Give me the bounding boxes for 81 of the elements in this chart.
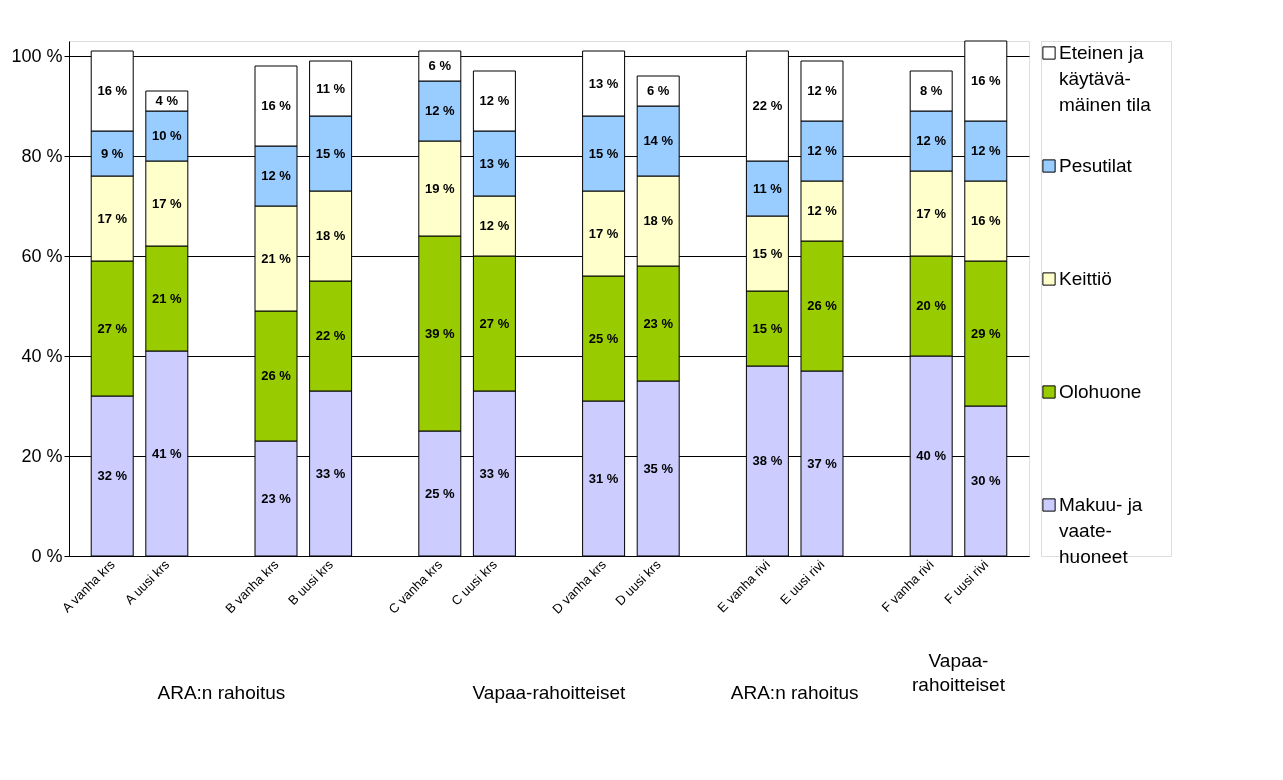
data-label: 16 %	[970, 73, 1002, 88]
data-label: 22 %	[752, 98, 783, 113]
data-label: 17 %	[97, 210, 128, 226]
data-label: 6 %	[646, 83, 670, 98]
data-label: 26 %	[807, 298, 838, 313]
data-label: 18 %	[315, 228, 346, 243]
data-label: 17 %	[916, 205, 947, 221]
legend-label: Eteinen ja käytävä- mäinen tila	[1059, 42, 1152, 115]
data-label: 23 %	[261, 490, 292, 506]
data-label: 29 %	[970, 325, 1002, 341]
data-label: 27 %	[97, 320, 128, 336]
y-tick-label: 40 %	[21, 345, 63, 366]
data-label: 12 %	[970, 143, 1002, 158]
data-label: 16 %	[970, 213, 1002, 228]
data-label: 13 %	[588, 75, 619, 91]
data-label: 37 %	[807, 455, 838, 471]
y-tick-label: 80 %	[21, 145, 63, 166]
data-label: 12 %	[807, 143, 838, 158]
data-label: 4 %	[155, 93, 179, 108]
legend-label: Keittiö	[1059, 268, 1112, 289]
data-label: 12 %	[807, 203, 838, 218]
data-label: 8 %	[919, 83, 943, 98]
data-label: 16 %	[261, 98, 292, 113]
data-label: 17 %	[152, 195, 183, 211]
data-label: 12 %	[479, 93, 510, 108]
data-label: 39 %	[424, 325, 456, 341]
data-label: 12 %	[261, 168, 292, 183]
x-tick-label: F uusi rivi	[941, 556, 992, 607]
y-tick-label: 60 %	[21, 245, 63, 266]
data-label: 25 %	[424, 485, 456, 501]
data-label: 27 %	[479, 315, 510, 331]
data-label: 6 %	[428, 58, 452, 73]
x-tick-label: A uusi krs	[121, 556, 173, 608]
data-label: 32 %	[97, 468, 128, 483]
data-label: 12 %	[807, 83, 838, 98]
data-label: 22 %	[315, 328, 346, 343]
data-label: 35 %	[643, 460, 674, 476]
data-label: 13 %	[479, 155, 510, 171]
y-tick-label: 20 %	[21, 445, 63, 466]
data-label: 15 %	[752, 320, 783, 336]
data-label: 30 %	[970, 473, 1002, 488]
data-label: 12 %	[424, 103, 456, 118]
data-label: 26 %	[261, 368, 292, 383]
data-label: 12 %	[479, 218, 510, 233]
data-label: 23 %	[643, 315, 674, 331]
legend-label: Pesutilat	[1059, 155, 1133, 176]
data-label: 15 %	[752, 245, 783, 261]
legend-label: Makuu- ja vaate- huoneet	[1059, 494, 1143, 567]
data-label: 15 %	[315, 145, 346, 161]
data-label: 17 %	[588, 225, 619, 241]
data-label: 11 %	[316, 80, 346, 96]
data-label: 33 %	[479, 465, 510, 481]
data-label: 38 %	[752, 453, 783, 468]
data-label: 25 %	[588, 330, 619, 346]
data-label: 19 %	[424, 180, 456, 196]
y-tick-label: 100 %	[11, 45, 63, 66]
text: Vapaa- rahoitteiset	[912, 650, 1006, 695]
data-label: 10 %	[152, 128, 183, 143]
data-label: 33 %	[315, 465, 346, 481]
data-label: 14 %	[643, 133, 674, 148]
data-label: 11 %	[752, 180, 783, 196]
data-label: 12 %	[916, 133, 947, 148]
y-tick-label: 0 %	[31, 545, 63, 566]
text: Vapaa-rahoitteiset	[472, 682, 627, 703]
data-label: 21 %	[261, 250, 292, 266]
x-tick-label: B uusi krs	[285, 556, 337, 608]
text: ARA:n rahoitus	[730, 682, 859, 703]
data-label: 16 %	[97, 83, 128, 98]
x-tick-label: E uusi rivi	[776, 556, 828, 608]
data-label: 41 %	[152, 445, 183, 461]
data-label: 20 %	[916, 298, 947, 313]
x-tick-label: D uusi krs	[612, 556, 664, 609]
data-label: 9 %	[101, 145, 124, 161]
data-label: 40 %	[916, 448, 947, 463]
data-label: 18 %	[643, 213, 674, 228]
data-label: 15 %	[588, 145, 619, 161]
text: ARA:n rahoitus	[157, 682, 286, 703]
data-label: 21 %	[152, 290, 183, 306]
legend-label: Olohuone	[1059, 381, 1142, 402]
data-label: 31 %	[588, 470, 619, 486]
x-tick-label: C uusi krs	[448, 556, 501, 609]
